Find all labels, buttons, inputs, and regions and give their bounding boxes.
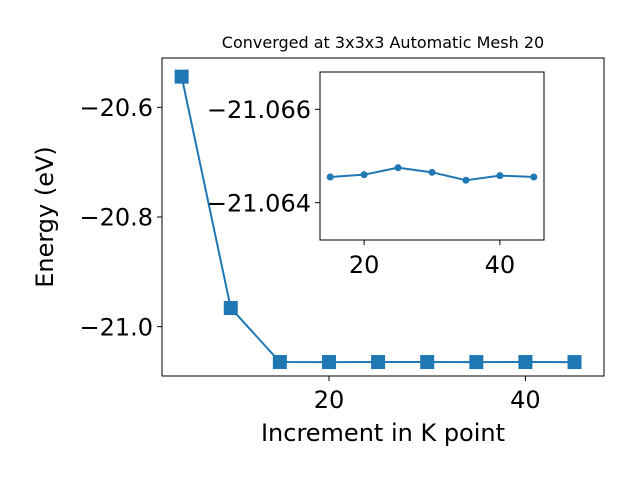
main-x-axis: 20 40 [314, 376, 541, 414]
main-series [174, 69, 582, 370]
main-data-point [371, 355, 386, 370]
inset-y-tick-label: −21.066 [207, 96, 311, 124]
inset-series [326, 164, 538, 184]
inset-data-point [462, 176, 470, 184]
main-y-tick-label: −20.6 [79, 94, 153, 122]
main-x-tick-label: 40 [510, 386, 541, 414]
inset-plot-frame [319, 71, 545, 241]
inset-data-point [428, 168, 436, 176]
main-data-point [567, 355, 582, 370]
inset-data-point [530, 173, 538, 181]
main-y-tick-label: −21.0 [79, 313, 153, 341]
inset-plot-background [320, 72, 544, 240]
inset-chart: 20 40 −21.066−21.064 [207, 71, 545, 279]
inset-x-tick-label: 20 [349, 251, 380, 279]
main-data-point [321, 355, 336, 370]
main-y-tick-label: −20.8 [79, 204, 153, 232]
y-axis-label: Energy (eV) [31, 146, 59, 288]
main-data-point [518, 355, 533, 370]
inset-data-point [394, 164, 402, 172]
chart-title: Converged at 3x3x3 Automatic Mesh 20 [222, 33, 544, 52]
main-chart: Converged at 3x3x3 Automatic Mesh 20 20 4… [31, 33, 605, 447]
inset-data-point [360, 171, 368, 179]
main-data-point [174, 69, 189, 84]
main-x-tick-label: 20 [314, 386, 345, 414]
main-data-point [420, 355, 435, 370]
inset-x-tick-label: 40 [485, 251, 516, 279]
inset-x-axis: 20 40 [349, 240, 515, 279]
inset-data-point [326, 173, 334, 181]
main-data-point [223, 301, 238, 316]
x-axis-label: Increment in K point [261, 419, 505, 447]
inset-data-point [496, 172, 504, 180]
main-data-point [469, 355, 484, 370]
main-y-axis: −20.6 −20.8 −21.0 [79, 94, 162, 341]
main-data-point [272, 355, 287, 370]
inset-y-axis: −21.066 −21.064 [207, 96, 320, 217]
inset-y-tick-label: −21.064 [207, 189, 311, 217]
